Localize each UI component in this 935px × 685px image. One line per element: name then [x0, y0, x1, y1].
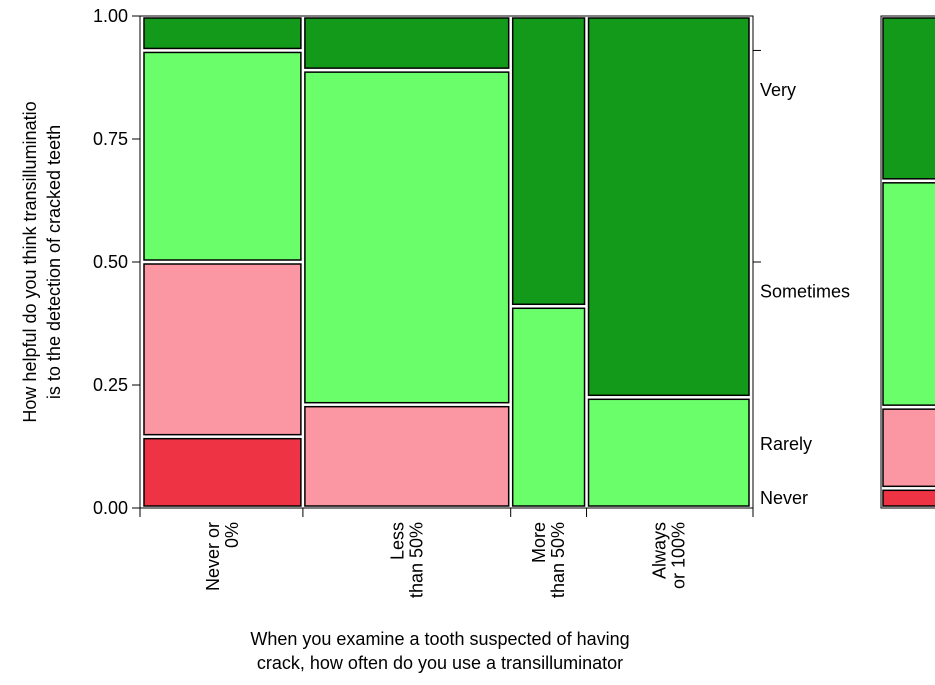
partial-panel [880, 15, 935, 509]
y-tick-label: 0.75 [93, 129, 128, 149]
tile-2-very [511, 17, 586, 306]
x-tick-label-line: More [529, 522, 549, 563]
partial-tile-never [882, 489, 935, 507]
y-tick-label: 0.50 [93, 252, 128, 272]
y-axis-title: How helpful do you think transilluminati… [20, 101, 64, 422]
level-label-sometimes: Sometimes [760, 282, 850, 302]
x-tick-label-line: Always [649, 522, 669, 579]
x-tick-label-line: than 50% [406, 522, 426, 598]
level-labels: Very Sometimes Rarely Never [752, 16, 850, 508]
x-tick-labels: Never or 0% Less than 50% More than 50% Always… [139, 507, 754, 598]
tile-0-sometimes [143, 51, 302, 261]
x-tick-label: More than 50% [529, 522, 568, 598]
x-tick-label-line: Never or [203, 522, 223, 591]
tile-1-very [304, 17, 510, 69]
plot-area [139, 15, 754, 509]
x-axis-title: When you examine a tooth suspected of ha… [250, 629, 629, 649]
y-axis-title-line: is to the detection of cracked teeth [44, 125, 64, 399]
tile-3-very [587, 17, 750, 397]
y-tick-label: 0.25 [93, 375, 128, 395]
x-tick-label-line: Less [387, 522, 407, 560]
y-axis: 0.00 0.25 0.50 0.75 1.00 [93, 6, 141, 518]
x-tick-label-line: 0% [222, 522, 242, 548]
axis-titles: When you examine a tooth suspected of ha… [20, 101, 630, 673]
tile-1-sometimes [304, 71, 510, 404]
tile-0-very [143, 17, 302, 50]
tile-0-never [143, 437, 302, 507]
partial-tile-very [882, 17, 935, 180]
x-tick-label: Less than 50% [387, 522, 426, 598]
x-tick-label: Never or 0% [203, 522, 242, 591]
tile-1-rarely [304, 405, 510, 507]
partial-tile-sometimes [882, 182, 935, 406]
tile-0-rarely [143, 263, 302, 436]
y-tick-label: 1.00 [93, 6, 128, 26]
x-axis-title: crack, how often do you use a transillum… [257, 653, 623, 673]
tile-2-sometimes [511, 307, 586, 507]
x-tick-label: Always or 100% [649, 522, 688, 589]
partial-panel-frame [880, 15, 935, 509]
partial-tile-rarely [882, 408, 935, 488]
level-label-never: Never [760, 488, 808, 508]
x-tick-label-line: or 100% [668, 522, 688, 589]
y-tick-label: 0.00 [93, 498, 128, 518]
x-tick-label-line: than 50% [548, 522, 568, 598]
level-label-rarely: Rarely [760, 434, 812, 454]
y-axis-title-line: How helpful do you think transilluminati… [20, 101, 40, 422]
level-label-very: Very [760, 80, 796, 100]
tile-3-sometimes [587, 398, 750, 507]
